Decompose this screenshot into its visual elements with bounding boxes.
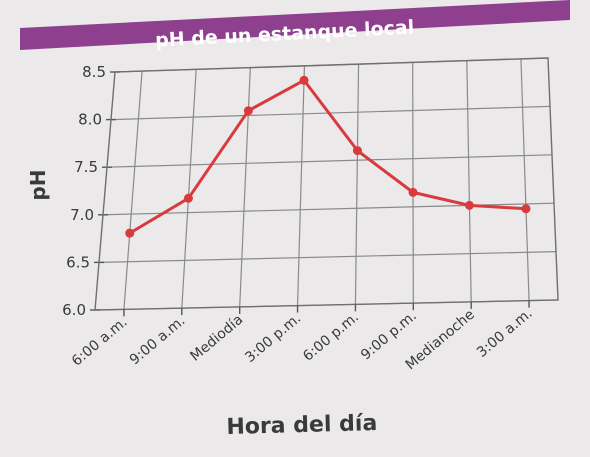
plot-border xyxy=(94,57,559,311)
x-tick-label: 6:00 a.m. xyxy=(69,314,131,369)
y-tick-label: 8.5 xyxy=(82,63,106,81)
plot-area: 6.0 6.5 7.0 7.5 8.0 8.5 6:00 a.m.9:00 a.m. Medi… xyxy=(62,57,559,373)
data-point xyxy=(243,106,253,116)
grid-line-vertical xyxy=(520,58,530,301)
data-point xyxy=(408,187,418,197)
data-point xyxy=(125,228,135,238)
grid-line-horizontal xyxy=(106,154,553,168)
x-tick-label: 3:00 a.m. xyxy=(474,305,536,360)
data-point xyxy=(521,204,531,214)
grid-line-vertical xyxy=(239,67,251,307)
y-axis-title: pH xyxy=(26,169,50,200)
y-tick-label: 7.5 xyxy=(74,158,98,176)
y-tick-label: 8.0 xyxy=(78,111,102,129)
grid-line-vertical xyxy=(466,60,472,302)
data-point xyxy=(352,146,362,156)
x-tick-label: 6:00 p.m. xyxy=(300,309,362,365)
x-tick-label: Mediodía xyxy=(187,312,246,365)
y-tick-label: 6.0 xyxy=(62,301,86,319)
title-band xyxy=(20,0,570,50)
data-point xyxy=(464,200,474,210)
grid-line-vertical xyxy=(412,62,414,304)
y-tick-label: 7.0 xyxy=(70,206,94,224)
x-axis-title: Hora del día xyxy=(226,411,377,440)
x-tick-label: 9:00 a.m. xyxy=(127,313,189,368)
data-point xyxy=(299,75,309,85)
grid-line-vertical xyxy=(354,64,360,305)
x-tick-label: 3:00 p.m. xyxy=(242,310,304,366)
grid-line-horizontal xyxy=(98,251,557,263)
grid-line-vertical xyxy=(296,65,306,306)
grid-line-vertical xyxy=(123,71,143,310)
grid-line-vertical xyxy=(181,69,197,309)
data-point xyxy=(183,193,193,203)
series-line xyxy=(128,78,527,235)
y-tick-label: 6.5 xyxy=(66,253,90,271)
